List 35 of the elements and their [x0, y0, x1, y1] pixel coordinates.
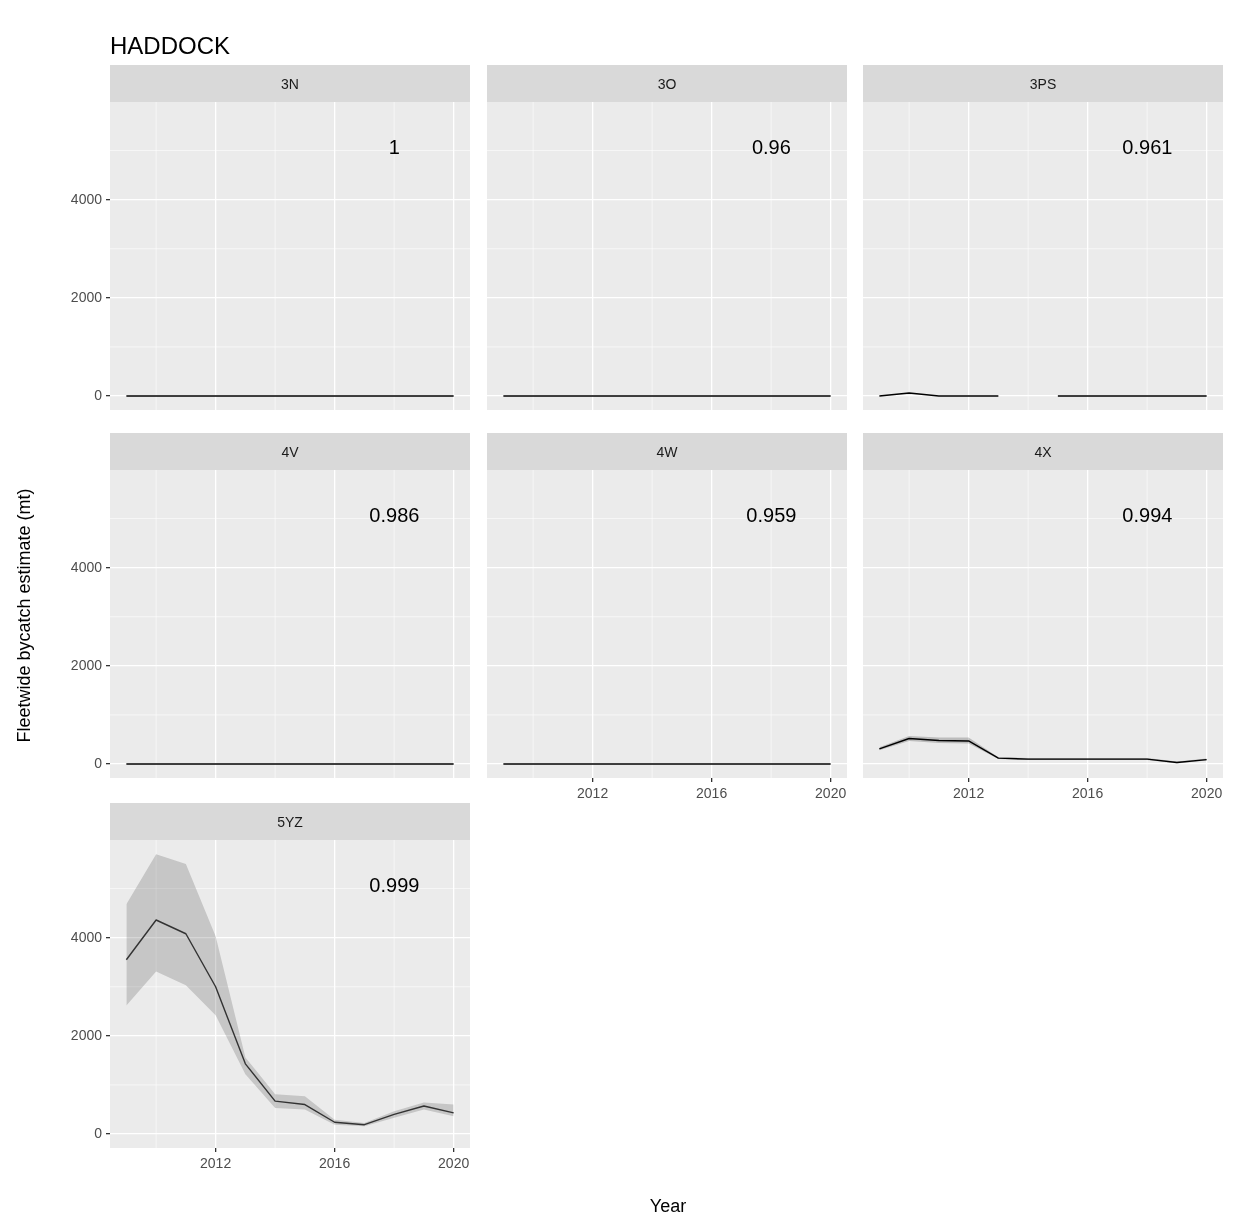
- chart-title: 3O: [487, 65, 847, 102]
- x-tick-label: 2012: [953, 785, 985, 802]
- y-tick-label: 2000: [70, 288, 103, 305]
- annotation: 1: [388, 135, 400, 158]
- x-tick-label: 2020: [1191, 785, 1223, 802]
- chart-title: HADDOCK: [110, 32, 231, 60]
- chart-title: 4W: [487, 433, 847, 470]
- y-tick-label: 0: [94, 754, 103, 771]
- annotation: 0.999: [369, 873, 420, 896]
- x-axis-title: Year: [648, 1196, 688, 1217]
- x-tick-label: 2012: [577, 785, 609, 802]
- chart-title: 4X: [863, 433, 1223, 470]
- y-tick-label: 4000: [70, 558, 103, 575]
- x-tick-label: 2016: [319, 1155, 351, 1172]
- chart-subtitle: 3N: [110, 65, 470, 102]
- chart-title: 5YZ: [110, 803, 470, 840]
- y-tick-label: 4000: [70, 928, 103, 945]
- chart-title: 3PS: [863, 65, 1223, 102]
- x-tick-label: 2020: [815, 785, 847, 802]
- annotation: 0.959: [746, 503, 797, 526]
- x-tick-label: 2012: [200, 1155, 232, 1172]
- x-tick-label: 2016: [696, 785, 728, 802]
- y-tick-label: 4000: [70, 190, 103, 207]
- x-tick-label: 2016: [1072, 785, 1104, 802]
- y-axis-title: Fleetwide bycatch estimate (mt): [13, 487, 35, 743]
- annotation: 0.994: [1122, 503, 1173, 526]
- y-tick-label: 0: [94, 1124, 103, 1141]
- y-tick-label: 0: [94, 386, 103, 403]
- annotation: 0.986: [369, 503, 420, 526]
- annotation: 0.961: [1122, 135, 1173, 158]
- annotation: 0.96: [751, 135, 791, 158]
- chart-title: 4V: [110, 433, 470, 470]
- x-tick-label: 2020: [438, 1155, 470, 1172]
- y-tick-label: 2000: [70, 656, 103, 673]
- y-tick-label: 2000: [70, 1026, 103, 1043]
